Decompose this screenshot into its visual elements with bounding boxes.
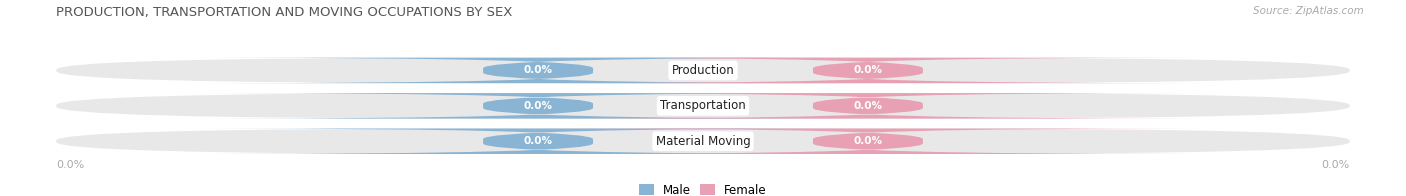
Text: Source: ZipAtlas.com: Source: ZipAtlas.com [1253, 6, 1364, 16]
Text: 0.0%: 0.0% [523, 101, 553, 111]
FancyBboxPatch shape [56, 129, 1350, 154]
FancyBboxPatch shape [205, 129, 872, 154]
FancyBboxPatch shape [205, 93, 872, 119]
FancyBboxPatch shape [534, 93, 1201, 119]
FancyBboxPatch shape [205, 58, 872, 83]
Legend: Male, Female: Male, Female [640, 183, 766, 196]
Text: 0.0%: 0.0% [853, 136, 883, 146]
Text: 0.0%: 0.0% [853, 101, 883, 111]
Text: Material Moving: Material Moving [655, 135, 751, 148]
Text: 0.0%: 0.0% [853, 65, 883, 75]
FancyBboxPatch shape [56, 93, 1350, 119]
Text: 0.0%: 0.0% [523, 65, 553, 75]
Text: Production: Production [672, 64, 734, 77]
FancyBboxPatch shape [534, 58, 1201, 83]
Text: 0.0%: 0.0% [523, 136, 553, 146]
FancyBboxPatch shape [534, 129, 1201, 154]
Text: Transportation: Transportation [661, 99, 745, 112]
FancyBboxPatch shape [56, 58, 1350, 83]
Text: PRODUCTION, TRANSPORTATION AND MOVING OCCUPATIONS BY SEX: PRODUCTION, TRANSPORTATION AND MOVING OC… [56, 6, 513, 19]
Text: 0.0%: 0.0% [56, 160, 84, 170]
Text: 0.0%: 0.0% [1322, 160, 1350, 170]
